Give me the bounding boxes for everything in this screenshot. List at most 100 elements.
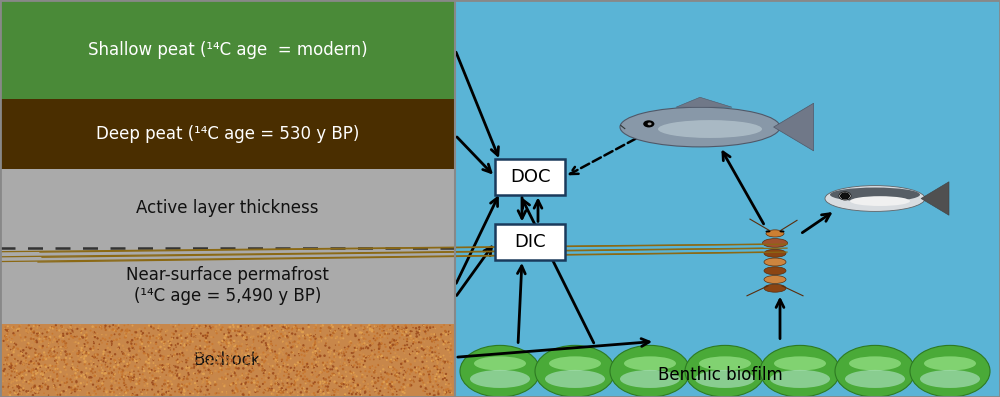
Point [15,386,31,392]
Point [127,337,143,343]
Point [261,330,277,336]
Point [90,335,106,341]
Point [361,322,377,329]
Point [308,352,324,358]
Point [341,390,357,397]
Point [138,378,154,384]
Point [214,389,230,395]
Point [380,376,396,383]
Point [220,358,236,364]
Point [417,348,433,354]
Point [295,370,311,377]
Point [189,378,205,384]
Point [134,339,150,345]
Point [288,341,304,348]
Point [242,391,258,397]
Point [300,332,316,339]
Point [30,324,46,330]
Ellipse shape [470,370,530,388]
Point [441,360,457,366]
Point [357,390,373,397]
Point [22,359,38,365]
Point [104,352,120,358]
Point [85,324,101,330]
Point [332,383,348,389]
Point [24,370,40,376]
Point [257,335,273,341]
Point [297,376,313,382]
Point [438,338,454,345]
Point [321,380,337,387]
Ellipse shape [839,192,851,200]
Point [183,377,199,384]
Point [386,357,402,363]
Point [362,364,378,370]
Point [23,326,39,332]
Point [70,384,86,390]
Point [302,382,318,388]
Point [217,340,233,346]
Point [302,345,318,351]
Point [356,363,372,370]
Point [287,378,303,384]
Point [234,372,250,378]
Point [396,381,412,387]
Point [66,339,82,345]
Point [261,330,277,336]
Point [106,389,122,395]
Point [27,332,43,339]
Point [277,330,293,336]
Point [420,327,436,333]
Point [427,348,443,355]
Point [171,384,187,390]
Point [186,326,202,333]
Point [65,334,81,341]
Point [104,342,120,349]
Point [418,386,434,392]
Point [444,358,460,365]
Point [297,387,313,394]
Point [110,362,126,368]
Point [313,387,329,393]
Point [281,339,297,345]
Point [106,337,122,343]
Point [378,355,394,361]
Point [50,359,66,365]
Point [299,348,315,355]
Point [304,383,320,389]
Point [287,380,303,386]
Point [73,345,89,351]
Point [52,333,68,340]
Point [0,327,16,333]
Point [129,335,145,341]
Point [424,378,440,384]
Point [131,326,147,332]
Point [352,382,368,388]
Point [244,380,260,386]
Point [172,351,188,358]
Point [171,381,187,387]
Point [36,335,52,341]
Point [25,337,41,343]
Point [168,342,184,348]
Point [163,352,179,358]
Point [114,361,130,368]
Point [422,392,438,397]
Point [240,362,256,368]
Point [313,323,329,330]
Point [125,357,141,363]
Point [63,384,79,391]
Point [352,329,368,335]
Point [281,355,297,361]
Point [285,339,301,345]
Point [116,322,132,329]
Point [37,334,53,340]
Point [154,333,170,340]
Ellipse shape [545,370,605,388]
Point [238,362,254,369]
Point [414,345,430,352]
Point [291,333,307,339]
Point [264,378,280,384]
Point [441,344,457,351]
Point [25,392,41,397]
